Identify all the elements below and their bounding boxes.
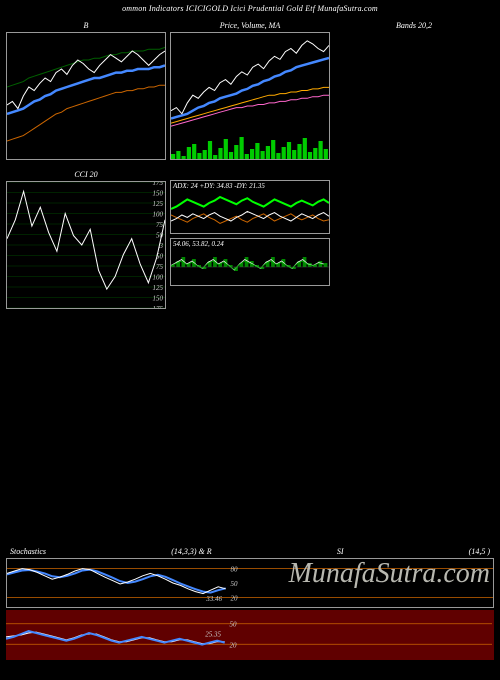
- top-row: B Price, Volume, MA Bands 20,2: [0, 15, 500, 164]
- stoch-chart: 80 50 33.46 20: [7, 559, 493, 607]
- svg-text:20: 20: [230, 641, 238, 649]
- svg-text:150: 150: [153, 295, 164, 303]
- svg-text:33.46: 33.46: [205, 595, 222, 603]
- bollinger-title: B: [6, 19, 166, 32]
- svg-text:175: 175: [153, 305, 164, 308]
- bands-label-panel: Bands 20,2: [334, 19, 494, 160]
- rsi-params: (14,5 ): [469, 547, 490, 556]
- cci-panel: CCI 20 175150125100755035075100125150175: [6, 168, 166, 309]
- adx-title: ADX: 24 +DY: 34.83 -DY: 21.35: [171, 181, 329, 191]
- svg-text:100: 100: [153, 211, 164, 219]
- svg-text:20: 20: [231, 594, 239, 602]
- svg-text:75: 75: [156, 263, 164, 271]
- svg-text:80: 80: [231, 566, 239, 574]
- svg-text:125: 125: [153, 284, 164, 292]
- stoch-label: Stochastics: [10, 547, 46, 556]
- price-title: Price, Volume, MA: [170, 19, 330, 32]
- svg-text:125: 125: [153, 200, 164, 208]
- rsi-box: 50 25.35 20: [6, 610, 494, 660]
- svg-text:150: 150: [153, 190, 164, 198]
- svg-text:75: 75: [156, 221, 164, 229]
- svg-text:50: 50: [231, 580, 239, 588]
- stoch-box: 80 50 33.46 20: [6, 558, 494, 608]
- rsi-si-label: SI: [337, 547, 344, 556]
- svg-text:100: 100: [153, 274, 164, 282]
- adx-chart: [171, 191, 329, 233]
- bottom-section: Stochastics (14,3,3) & R SI (14,5 ) 80 50…: [6, 545, 494, 660]
- bollinger-panel: B: [6, 19, 166, 160]
- page-header: ommon Indicators ICICIGOLD Icici Prudent…: [0, 0, 500, 15]
- macd-title: 54.06, 53.82, 0.24: [171, 239, 329, 249]
- adx-macd-panel: ADX: 24 +DY: 34.83 -DY: 21.35 54.06, 53.…: [170, 168, 330, 309]
- macd-chart: [171, 249, 329, 285]
- cci-title: CCI 20: [6, 168, 166, 181]
- rsi-chart: 50 25.35 20: [6, 610, 492, 658]
- cci-chart: 175150125100755035075100125150175: [7, 182, 165, 308]
- svg-text:175: 175: [153, 182, 164, 187]
- stoch-params: (14,3,3) & R: [171, 547, 211, 556]
- svg-text:25.35: 25.35: [205, 630, 221, 638]
- header-text: ommon Indicators ICICIGOLD Icici Prudent…: [122, 4, 378, 13]
- bollinger-chart: [7, 33, 165, 159]
- stoch-title-row: Stochastics (14,3,3) & R SI (14,5 ): [6, 545, 494, 558]
- price-chart: [171, 33, 329, 159]
- bands-title: Bands 20,2: [334, 19, 494, 32]
- price-panel: Price, Volume, MA: [170, 19, 330, 160]
- svg-text:50: 50: [230, 621, 238, 629]
- mid-row: CCI 20 175150125100755035075100125150175…: [0, 164, 500, 313]
